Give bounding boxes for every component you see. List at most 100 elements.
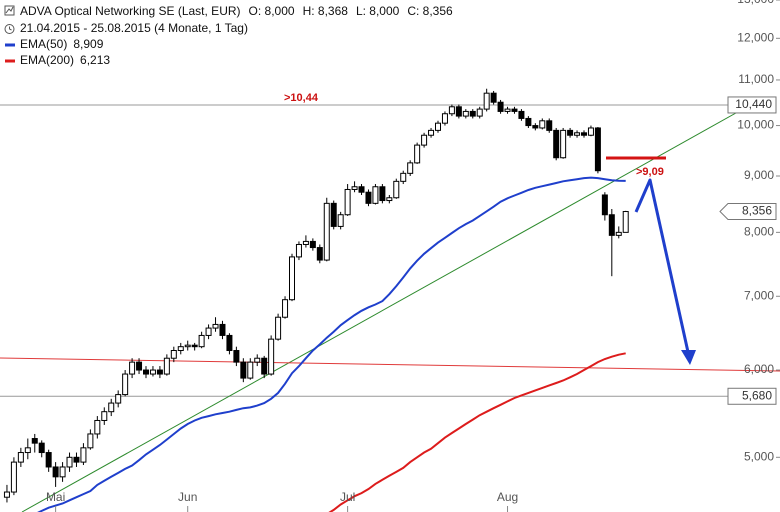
candle-body bbox=[483, 92, 490, 110]
y-tick-label: 12,000 bbox=[737, 30, 774, 44]
candle-body bbox=[122, 373, 129, 396]
candle-body bbox=[372, 186, 379, 204]
candle-body bbox=[476, 108, 483, 117]
legend-entry: EMA(200) 6,213 bbox=[20, 53, 110, 67]
legend-name: EMA(200) bbox=[20, 53, 74, 67]
candle-body bbox=[233, 350, 240, 363]
candle-body bbox=[24, 447, 31, 454]
candle-body bbox=[108, 402, 115, 413]
candle-body bbox=[594, 127, 601, 172]
y-tick-label: 8,000 bbox=[744, 225, 774, 239]
candle-body bbox=[275, 316, 282, 340]
clock-icon bbox=[4, 24, 15, 34]
candle-body bbox=[490, 92, 497, 103]
title: ADVA Optical Networking SE (Last, EUR) bbox=[20, 4, 241, 18]
x-tick-label: Mai bbox=[46, 490, 65, 504]
clock-hand bbox=[9, 26, 12, 31]
candle-body bbox=[163, 357, 170, 375]
axis-layer: 5,000 6,000 7,000 8,000 9,000 10,000 11,000 12,… bbox=[46, 0, 780, 512]
candle-body bbox=[59, 466, 66, 478]
candle-body bbox=[261, 357, 268, 375]
y-tick-label: 13,000 bbox=[737, 0, 774, 6]
candle-body bbox=[622, 211, 629, 233]
candle-body bbox=[365, 191, 372, 204]
x-tick-label: Jul bbox=[340, 490, 355, 504]
chart-icon bbox=[4, 5, 15, 16]
ohlc-label: H: 8,368 bbox=[303, 4, 349, 18]
candle-body bbox=[351, 186, 358, 190]
candle-body bbox=[302, 240, 309, 245]
candle-body bbox=[240, 361, 247, 379]
candle-body bbox=[414, 144, 421, 164]
candle-body bbox=[330, 202, 337, 227]
candle-body bbox=[115, 394, 122, 404]
candle-body bbox=[400, 172, 407, 182]
candle-body bbox=[219, 323, 226, 336]
candle-body bbox=[435, 122, 441, 131]
candle-body bbox=[316, 247, 323, 261]
y-tick-label: 6,000 bbox=[744, 362, 774, 376]
candle-body bbox=[31, 438, 38, 444]
trend-line-green bbox=[21, 103, 753, 512]
candle-body bbox=[525, 117, 532, 127]
x-tick-label: Aug bbox=[497, 490, 518, 504]
candle-body bbox=[3, 491, 10, 498]
candle-body bbox=[205, 327, 212, 336]
candle-body bbox=[407, 162, 414, 174]
plot-layer bbox=[3, 88, 629, 512]
candle-body bbox=[323, 202, 330, 261]
candle-body bbox=[170, 350, 177, 359]
candle-body bbox=[393, 180, 400, 199]
subtitle: 21.04.2015 - 25.08.2015 (4 Monate, 1 Tag… bbox=[20, 21, 248, 35]
candle-body bbox=[184, 344, 191, 348]
y-tick-label: 9,000 bbox=[744, 168, 774, 182]
candle-body bbox=[428, 129, 435, 136]
candle-body bbox=[66, 456, 73, 468]
chart-title: ADVA Optical Networking SE (Last, EUR) O:… bbox=[20, 4, 453, 18]
candle-body bbox=[469, 110, 476, 117]
level-box bbox=[727, 387, 777, 405]
candle-body bbox=[518, 110, 525, 119]
legend-value: 6,213 bbox=[80, 53, 110, 67]
ohlc-label: O: 8,000 bbox=[249, 4, 295, 18]
candle-body bbox=[344, 188, 351, 216]
candle-body bbox=[560, 129, 567, 159]
candle-body bbox=[94, 419, 101, 435]
forecast-arrow bbox=[634, 178, 690, 353]
annotation: >9,09 bbox=[636, 166, 664, 178]
candle-body bbox=[379, 186, 386, 202]
candle-body bbox=[574, 132, 581, 136]
candle-body bbox=[52, 466, 59, 478]
candle-body bbox=[567, 129, 574, 136]
level-label: 5,680 bbox=[742, 388, 772, 402]
candle-body bbox=[532, 125, 539, 129]
candle-body bbox=[156, 369, 163, 375]
candle-body bbox=[45, 452, 52, 468]
candle-body bbox=[462, 110, 469, 117]
candle-body bbox=[511, 108, 518, 112]
last-price-label: 8,356 bbox=[742, 204, 772, 218]
candle-body bbox=[149, 369, 156, 375]
candle-body bbox=[455, 106, 462, 117]
candle-body bbox=[441, 113, 448, 124]
level-box bbox=[727, 96, 777, 114]
candle-body bbox=[421, 134, 428, 146]
ema-line bbox=[37, 176, 626, 512]
candle-body bbox=[80, 447, 87, 463]
candle-body bbox=[546, 120, 553, 131]
candle-body bbox=[191, 344, 198, 348]
chart-icon-line bbox=[5, 6, 14, 14]
candle-body bbox=[247, 361, 254, 379]
trend-line-red bbox=[0, 357, 780, 372]
candle-body bbox=[539, 120, 546, 129]
header: ADVA Optical Networking SE (Last, EUR) O:… bbox=[4, 4, 453, 67]
candle-body bbox=[581, 132, 587, 136]
candle-body bbox=[448, 106, 455, 115]
legend-name: EMA(50) bbox=[20, 37, 67, 51]
legend-entry: EMA(50) 8,909 bbox=[20, 37, 104, 51]
candle-body bbox=[226, 334, 233, 352]
ohlc-label: L: 8,000 bbox=[356, 4, 400, 18]
candle-body bbox=[73, 456, 80, 463]
candle-body bbox=[601, 194, 608, 216]
